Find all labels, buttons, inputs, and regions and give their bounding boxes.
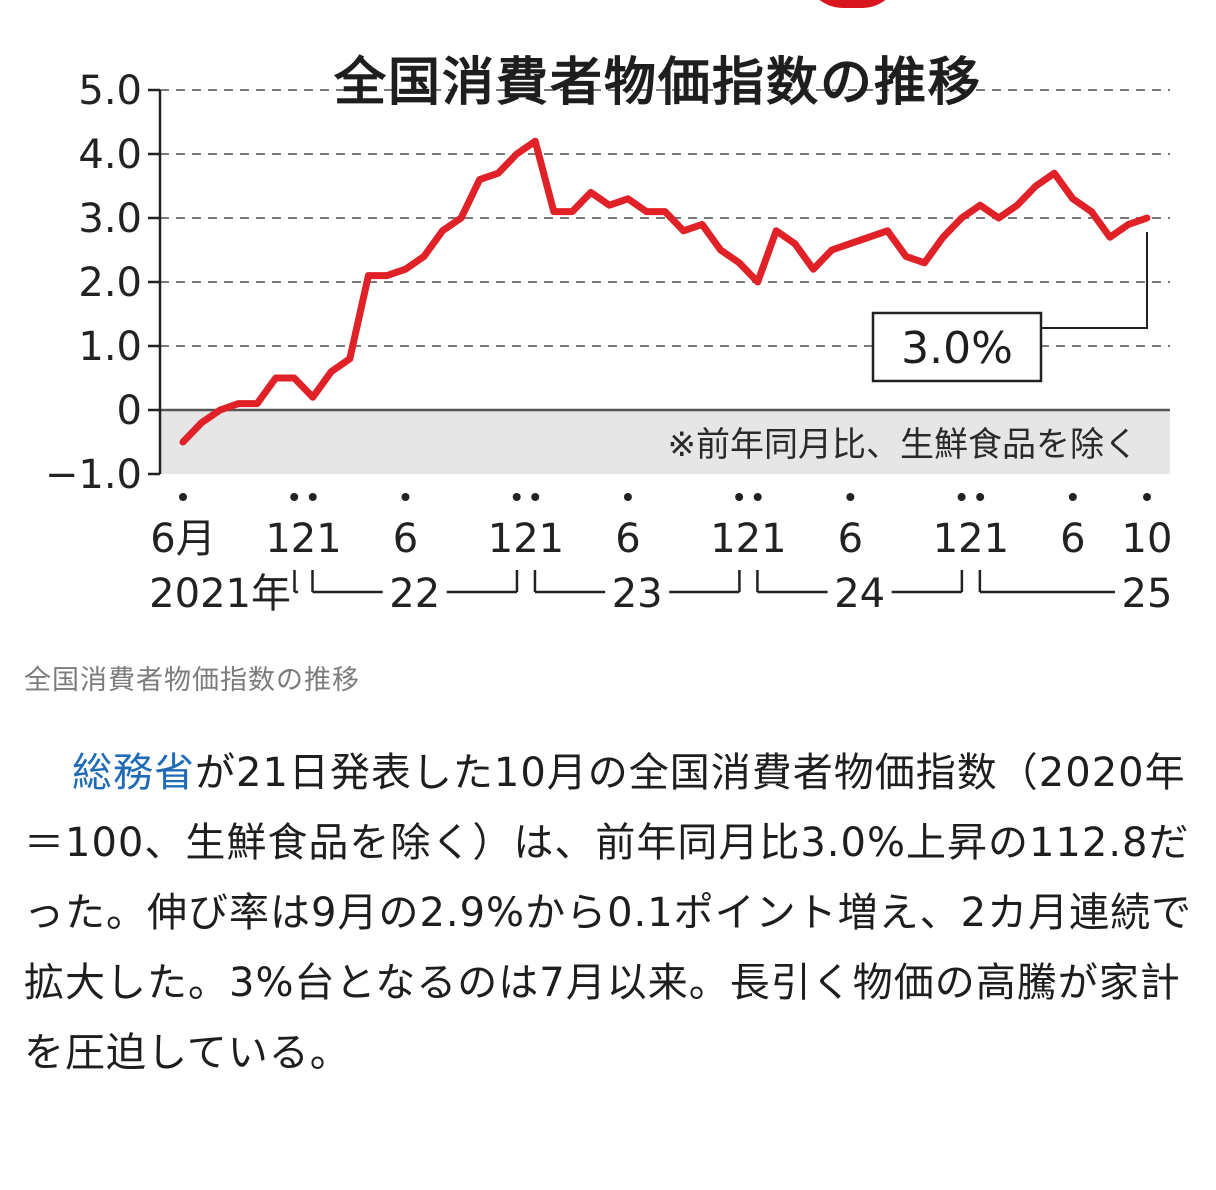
x-tick-dot	[290, 493, 299, 501]
x-year-label: 23	[612, 571, 663, 617]
x-tick-dot	[531, 493, 540, 501]
x-tick-dot	[735, 493, 744, 501]
x-month-label: 121	[488, 516, 564, 562]
y-tick-label: 1.0	[78, 324, 142, 370]
x-month-label: 6	[393, 516, 418, 562]
x-tick-dot	[753, 493, 762, 501]
x-tick-dot	[1143, 493, 1151, 501]
x-year-label: 25	[1122, 571, 1173, 617]
x-tick-dot	[957, 493, 966, 501]
decorative-red-circle	[805, 0, 900, 8]
x-month-label: 6	[838, 516, 863, 562]
x-tick-dot	[179, 493, 187, 501]
y-tick-label: 0	[117, 388, 142, 434]
x-month-label: 6	[1060, 516, 1085, 562]
callout-value: 3.0%	[901, 323, 1013, 374]
x-tick-dot	[512, 493, 521, 501]
y-tick-label: 3.0	[78, 196, 142, 242]
x-month-label: 121	[933, 516, 1009, 562]
x-month-label: 121	[265, 516, 341, 562]
article-body: 総務省が21日発表した10月の全国消費者物価指数（2020年＝100、生鮮食品を…	[24, 738, 1194, 1088]
x-tick-dot	[401, 493, 410, 501]
cpi-line-chart: 5.04.03.02.01.00−1.0 6月 121 6 121 6 121 6 121 6 1…	[45, 53, 1173, 617]
ministry-link[interactable]: 総務省	[72, 750, 195, 796]
x-month-label: 121	[710, 516, 786, 562]
x-month-label: 6月	[150, 516, 215, 562]
x-tick-dot	[308, 493, 317, 501]
article-text: が21日発表した10月の全国消費者物価指数（2020年＝100、生鮮食品を除く）…	[24, 750, 1193, 1076]
y-tick-label: 5.0	[78, 68, 142, 114]
x-month-label: 6	[615, 516, 640, 562]
x-tick-dot	[846, 493, 855, 501]
x-year-label: 22	[389, 571, 440, 617]
y-tick-label: 4.0	[78, 132, 142, 178]
x-tick-dot	[976, 493, 985, 501]
callout-box	[871, 311, 1043, 383]
cpi-series-line	[179, 137, 1151, 446]
figure-caption: 全国消費者物価指数の推移	[24, 665, 360, 696]
negative-range-band	[160, 410, 1170, 474]
x-month-label: 10	[1122, 516, 1173, 562]
chart-title: 全国消費者物価指数の推移	[333, 53, 982, 113]
x-year-label: 2021年	[149, 571, 291, 617]
callout-leader-line	[1041, 232, 1148, 329]
y-tick-label: −1.0	[45, 452, 142, 498]
y-tick-label: 2.0	[78, 260, 142, 306]
chart-note: ※前年同月比、生鮮食品を除く	[668, 425, 1139, 465]
x-year-label: 24	[834, 571, 885, 617]
x-tick-dot	[1068, 493, 1077, 501]
x-tick-dot	[623, 493, 632, 501]
